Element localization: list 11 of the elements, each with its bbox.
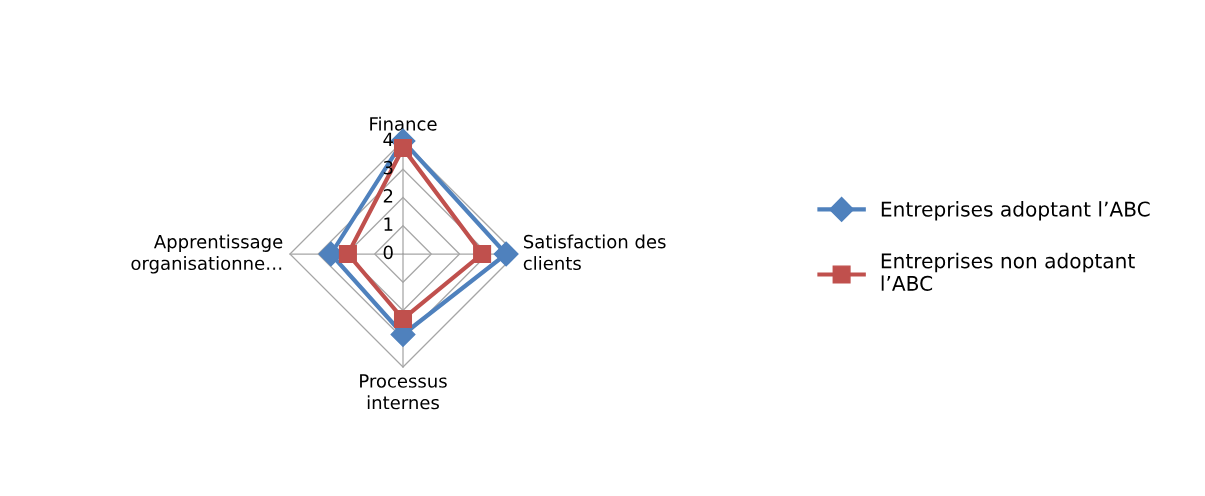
y-tick-label: 3 — [383, 160, 393, 175]
y-tick-label: 1 — [384, 217, 393, 231]
spoke-label: Processus internes — [360, 374, 447, 410]
spoke-label: Apprentissage organisationne… — [131, 234, 283, 274]
legend-label: Entreprises non adoptant l’ABC — [881, 252, 1135, 291]
y-tick-label: 0 — [383, 245, 393, 260]
y-tick-label: 2 — [383, 189, 393, 203]
y-tick-label: 4 — [383, 132, 393, 146]
legend-label: Entreprises adoptant l’ABC — [881, 201, 1150, 221]
spoke-label: Finance — [370, 116, 437, 131]
spoke-label: Satisfaction des clients — [523, 234, 666, 271]
